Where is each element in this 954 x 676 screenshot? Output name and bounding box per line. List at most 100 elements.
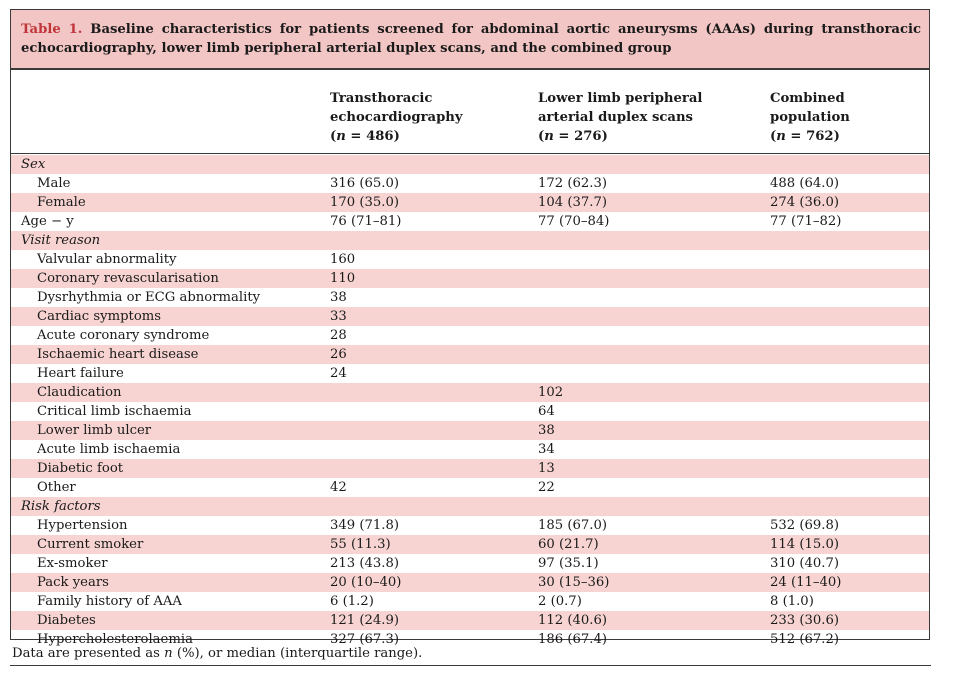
table-row: Current smoker 55 (11.3) 60 (21.7) 114 (15.…: [11, 535, 929, 554]
cell-duplex: 186 (67.4): [538, 632, 608, 647]
caption-text: Baseline characteristics for patients sc…: [21, 22, 922, 56]
row-label: Diabetes: [37, 613, 96, 628]
row-label: Cardiac symptoms: [37, 309, 162, 324]
cell-tte: 76 (71–81): [330, 214, 402, 229]
cell-duplex: 22: [538, 480, 555, 495]
table-row: Heart failure 24: [11, 364, 929, 383]
cell-combined: 310 (40.7): [770, 556, 840, 571]
cell-combined: 24 (11–40): [770, 575, 842, 590]
row-label: Other: [37, 480, 76, 495]
cell-duplex: 185 (67.0): [538, 518, 608, 533]
cell-tte: 316 (65.0): [330, 176, 400, 191]
row-label: Acute coronary syndrome: [37, 328, 210, 343]
cell-combined: 114 (15.0): [770, 537, 840, 552]
cell-tte: 349 (71.8): [330, 518, 400, 533]
section-label: Visit reason: [21, 233, 101, 248]
section-row: Sex: [11, 155, 929, 174]
row-label: Acute limb ischaemia: [37, 442, 181, 457]
table-row: Family history of AAA 6 (1.2) 2 (0.7) 8 (1.…: [11, 592, 929, 611]
table-caption: Table 1. Baseline characteristics for pa…: [11, 10, 929, 70]
cell-tte: 170 (35.0): [330, 195, 400, 210]
row-label: Age − y: [21, 214, 74, 229]
table-frame: Table 1. Baseline characteristics for pa…: [10, 9, 930, 647]
table-row: Pack years 20 (10–40) 30 (15–36) 24 (11–40): [11, 573, 929, 592]
row-label: Diabetic foot: [37, 461, 124, 476]
row-label: Pack years: [37, 575, 109, 590]
cell-duplex: 102: [538, 385, 564, 400]
cell-tte: 213 (43.8): [330, 556, 400, 571]
cell-tte: 26: [330, 347, 347, 362]
table-row: Hypercholesterolaemia 327 (67.3) 186 (67.4…: [11, 630, 929, 649]
table-row: Valvular abnormality 160: [11, 250, 929, 269]
cell-tte: 327 (67.3): [330, 632, 400, 647]
table-row: Claudication 102: [11, 383, 929, 402]
row-label: Coronary revascularisation: [37, 271, 219, 286]
table-row: Acute limb ischaemia 34: [11, 440, 929, 459]
cell-tte: 42: [330, 480, 347, 495]
cell-duplex: 60 (21.7): [538, 537, 599, 552]
row-label: Lower limb ulcer: [37, 423, 152, 438]
table-header: Transthoracic echocardiography (n = 486)…: [11, 70, 929, 154]
row-label: Ex-smoker: [37, 556, 108, 571]
cell-tte: 160: [330, 252, 356, 267]
cell-combined: 233 (30.6): [770, 613, 840, 628]
cell-tte: 28: [330, 328, 347, 343]
table-row: Lower limb ulcer 38: [11, 421, 929, 440]
cell-duplex: 172 (62.3): [538, 176, 608, 191]
cell-duplex: 13: [538, 461, 555, 476]
section-label: Risk factors: [21, 499, 101, 514]
cell-combined: 532 (69.8): [770, 518, 840, 533]
cell-duplex: 77 (70–84): [538, 214, 610, 229]
row-label: Heart failure: [37, 366, 124, 381]
cell-duplex: 112 (40.6): [538, 613, 608, 628]
row-label: Female: [37, 195, 86, 210]
cell-combined: 512 (67.2): [770, 632, 840, 647]
cell-duplex: 34: [538, 442, 555, 457]
section-row: Visit reason: [11, 231, 929, 250]
table-row: Diabetic foot 13: [11, 459, 929, 478]
cell-duplex: 2 (0.7): [538, 594, 582, 609]
table-row: Coronary revascularisation 110: [11, 269, 929, 288]
cell-combined: 488 (64.0): [770, 176, 840, 191]
cell-combined: 77 (71–82): [770, 214, 842, 229]
row-label: Hypercholesterolaemia: [37, 632, 193, 647]
table-row: Age − y 76 (71–81) 77 (70–84) 77 (71–82): [11, 212, 929, 231]
section-label: Sex: [21, 157, 46, 172]
row-label: Family history of AAA: [37, 594, 182, 609]
bottom-rule: [10, 665, 931, 666]
cell-tte: 38: [330, 290, 347, 305]
table-row: Diabetes 121 (24.9) 112 (40.6) 233 (30.6): [11, 611, 929, 630]
cell-tte: 33: [330, 309, 347, 324]
table-row: Dysrhythmia or ECG abnormality 38: [11, 288, 929, 307]
cell-tte: 24: [330, 366, 347, 381]
cell-duplex: 30 (15–36): [538, 575, 610, 590]
cell-tte: 110: [330, 271, 356, 286]
section-row: Risk factors: [11, 497, 929, 516]
column-header-tte: Transthoracic echocardiography (n = 486): [330, 91, 463, 144]
table-body: Sex Male 316 (65.0) 172 (62.3) 488 (64.0) Fem…: [11, 155, 929, 649]
row-label: Current smoker: [37, 537, 144, 552]
cell-duplex: 64: [538, 404, 555, 419]
table-row: Acute coronary syndrome 28: [11, 326, 929, 345]
table-row: Other 42 22: [11, 478, 929, 497]
cell-tte: 55 (11.3): [330, 537, 391, 552]
row-label: Critical limb ischaemia: [37, 404, 192, 419]
row-label: Claudication: [37, 385, 122, 400]
cell-tte: 20 (10–40): [330, 575, 402, 590]
cell-duplex: 97 (35.1): [538, 556, 599, 571]
table-footnote: Data are presented as n (%), or median (…: [12, 646, 423, 661]
table-row: Male 316 (65.0) 172 (62.3) 488 (64.0): [11, 174, 929, 193]
column-header-combined: Combined population (n = 762): [770, 91, 850, 144]
row-label: Hypertension: [37, 518, 128, 533]
cell-combined: 8 (1.0): [770, 594, 814, 609]
column-header-duplex: Lower limb peripheral arterial duplex sc…: [538, 91, 703, 144]
table-row: Ex-smoker 213 (43.8) 97 (35.1) 310 (40.7): [11, 554, 929, 573]
row-label: Ischaemic heart disease: [37, 347, 199, 362]
cell-tte: 121 (24.9): [330, 613, 400, 628]
row-label: Valvular abnormality: [37, 252, 177, 267]
table-row: Hypertension 349 (71.8) 185 (67.0) 532 (69.…: [11, 516, 929, 535]
cell-combined: 274 (36.0): [770, 195, 840, 210]
table-row: Critical limb ischaemia 64: [11, 402, 929, 421]
cell-duplex: 104 (37.7): [538, 195, 608, 210]
table-row: Ischaemic heart disease 26: [11, 345, 929, 364]
